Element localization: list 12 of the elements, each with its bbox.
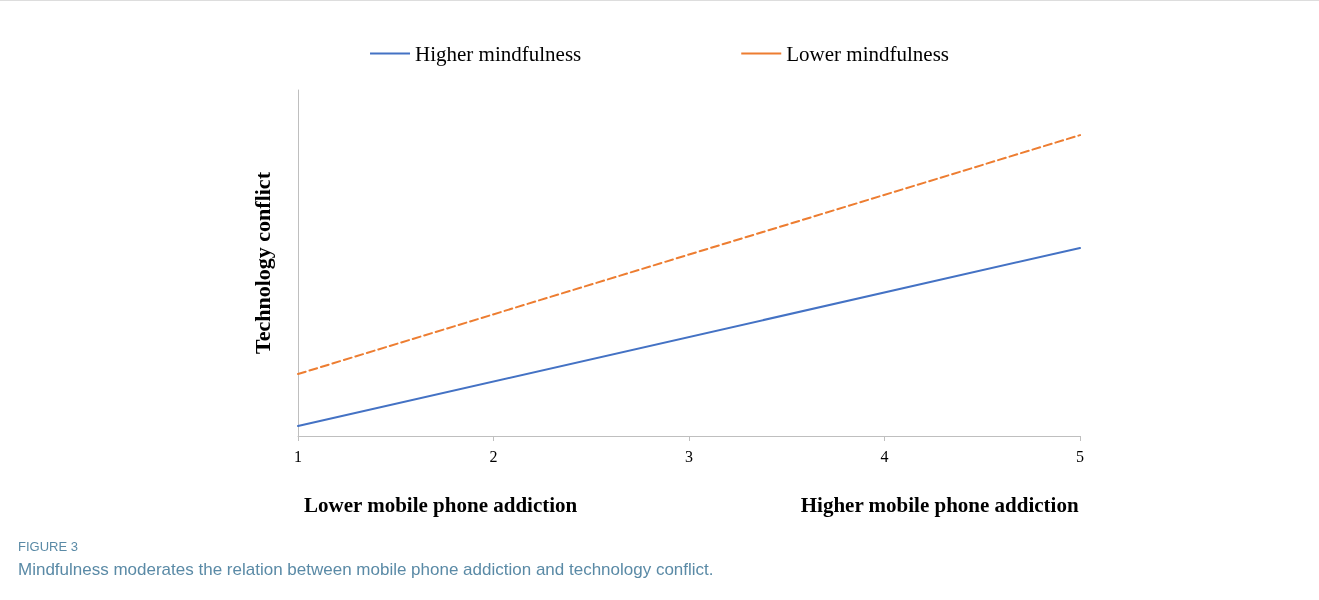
text: Mindfulness moderates the relation between mobile phone addiction and technology conflict. xyxy=(18,560,714,579)
x-tick-label: 3 xyxy=(685,447,693,465)
caption: FIGURE 3 xyxy=(18,539,78,554)
legend-label: Lower mindfulness xyxy=(786,41,949,66)
text: Higher mobile phone addiction xyxy=(800,492,1079,517)
x-tick-label: 2 xyxy=(489,447,498,465)
legend-label: Higher mindfulness xyxy=(415,41,582,66)
x-tick-label: 5 xyxy=(1076,447,1084,465)
y-axis-title: Technology conflict xyxy=(249,171,275,354)
x-tick-label: 1 xyxy=(294,447,302,465)
x-tick-label: 4 xyxy=(880,447,889,465)
text: Lower mobile phone addiction xyxy=(304,492,578,517)
